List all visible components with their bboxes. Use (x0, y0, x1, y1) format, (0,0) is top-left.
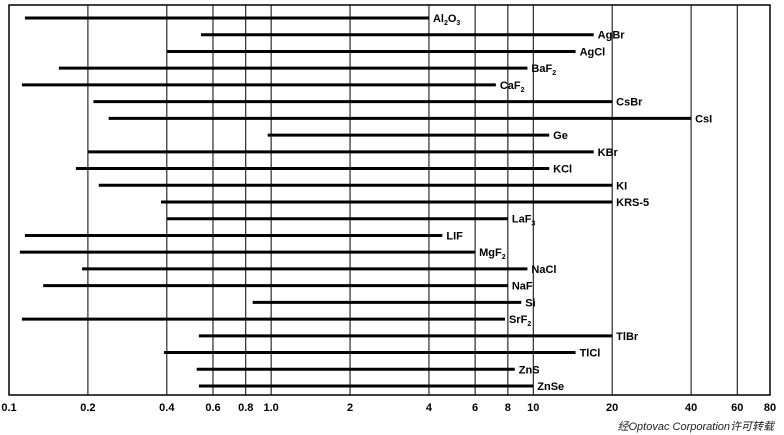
x-tick-label: 60 (731, 402, 743, 414)
range-bars (19, 16, 692, 388)
label-TlCl: TlCl (580, 348, 601, 360)
x-tick-label: 80 (764, 402, 776, 414)
x-tick-label: 0.1 (1, 402, 16, 414)
plot-frame (8, 4, 771, 396)
label-NaCl: NaCl (531, 264, 556, 276)
material-labels: Al2O3 AgBr AgCl BaF2 CaF2 CsBr CsI Ge KBr KCl KI KR… (433, 13, 712, 393)
label-CaF: CaF2 (500, 80, 525, 94)
label-MgF: MgF2 (479, 247, 506, 261)
label-Si: Si (525, 297, 535, 309)
x-tick-label: 0.2 (80, 402, 95, 414)
x-tick-label: 20 (606, 402, 618, 414)
x-tick-label: 10 (527, 402, 539, 414)
label-Al: Al2O3 (433, 13, 460, 27)
label-AgCl: AgCl (580, 46, 606, 58)
label-AgBr: AgBr (598, 30, 626, 42)
x-tick-label: 2 (347, 402, 353, 414)
label-SrF: SrF2 (509, 314, 531, 328)
label-LaF: LaF3 (512, 214, 536, 228)
label-KI: KI (616, 180, 627, 192)
x-tick-label: 0.4 (159, 402, 175, 414)
label-ZnSe: ZnSe (537, 381, 564, 393)
label-CsI: CsI (695, 113, 712, 125)
label-KRS-5: KRS-5 (616, 197, 649, 209)
label-KBr: KBr (598, 147, 619, 159)
x-tick-label: 40 (685, 402, 697, 414)
label-TlBr: TlBr (616, 331, 639, 343)
label-LIF: LIF (446, 230, 463, 242)
x-tick-labels: 0.1 0.2 0.4 0.6 0.8 1.0 2 4 6 8 10 20 40 60 80 (1, 402, 776, 414)
x-tick-label: 6 (472, 402, 478, 414)
x-tick-label: 0.6 (205, 402, 220, 414)
label-KCl: KCl (553, 164, 572, 176)
label-BaF: BaF2 (531, 63, 556, 77)
credit-note: 经Optovac Corporation许可转载 (617, 421, 775, 433)
x-tick-label: 1.0 (263, 402, 278, 414)
label-NaF: NaF (512, 281, 533, 293)
label-CsBr: CsBr (616, 97, 643, 109)
label-ZnS: ZnS (519, 364, 540, 376)
x-tick-label: 8 (505, 402, 511, 414)
label-Ge: Ge (553, 130, 568, 142)
grid-lines (87, 5, 738, 395)
x-tick-label: 4 (426, 402, 433, 414)
x-tick-label: 0.8 (238, 402, 253, 414)
